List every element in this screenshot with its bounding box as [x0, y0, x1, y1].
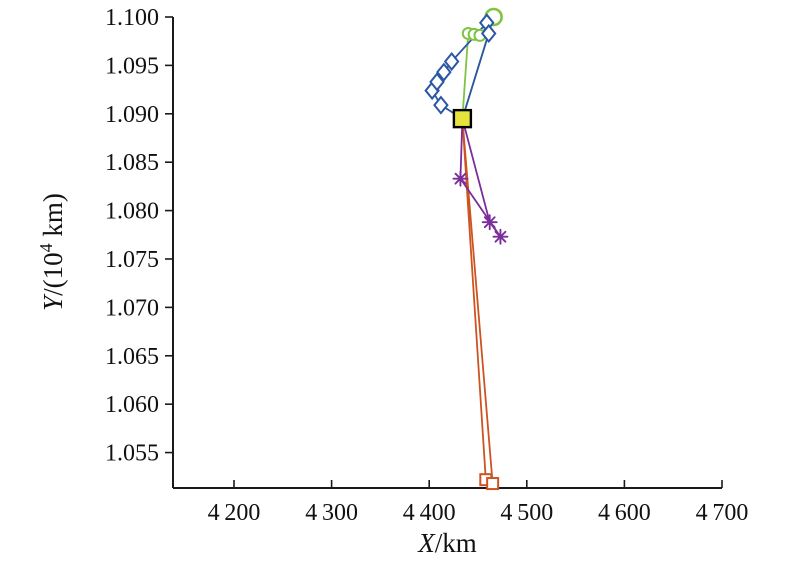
diamond-marker [436, 62, 452, 82]
y-tick-label: 1.085 [105, 150, 159, 176]
y-tick-label: 1.095 [105, 53, 159, 79]
asterisk-marker [492, 228, 509, 245]
y-axis-label: Y/(104 km) [36, 193, 68, 311]
y-tick-label: 1.065 [105, 344, 159, 370]
y-tick-label: 1.075 [105, 247, 159, 273]
x-tick-label: 4 200 [208, 500, 261, 526]
y-tick-label: 1.100 [105, 5, 159, 31]
asterisk-marker [481, 214, 498, 231]
y-tick-label: 1.080 [105, 199, 159, 225]
x-tick-label: 4 500 [500, 500, 553, 526]
diamond-marker [443, 51, 460, 72]
y-tick-label: 1.060 [105, 392, 159, 418]
diamond-marker [433, 95, 449, 115]
x-tick-label: 4 300 [305, 500, 358, 526]
x-tick-label: 4 600 [598, 500, 651, 526]
square-marker [486, 477, 500, 491]
diamond-marker [429, 72, 445, 92]
start-point-marker [452, 108, 473, 129]
x-axis-label: X/km [417, 528, 477, 558]
y-tick-label: 1.070 [105, 295, 159, 321]
x-tick-label: 4 700 [696, 500, 749, 526]
y-tick-label: 1.090 [105, 102, 159, 128]
x-tick-label: 4 400 [403, 500, 456, 526]
diamond-marker [480, 23, 497, 44]
y-tick-label: 1.055 [105, 441, 159, 467]
asterisk-marker [452, 170, 469, 187]
